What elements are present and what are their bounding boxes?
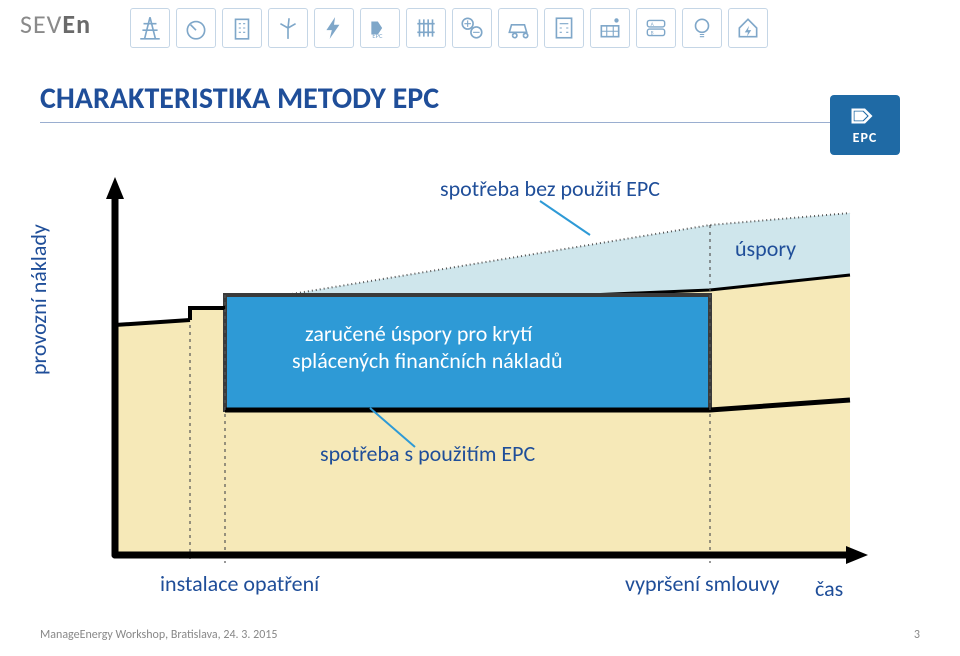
epc-badge: EPC bbox=[830, 95, 900, 155]
label-uspory: úspory bbox=[735, 235, 796, 262]
radiator-icon bbox=[406, 8, 446, 48]
svg-text:EPC: EPC bbox=[372, 32, 383, 40]
seven-logo: SEVEn bbox=[20, 8, 91, 40]
calc-icon bbox=[544, 8, 584, 48]
epc-small-icon: EPC bbox=[360, 8, 400, 48]
gauge-icon bbox=[176, 8, 216, 48]
car-icon bbox=[498, 8, 538, 48]
switch-icon: AB bbox=[636, 8, 676, 48]
logo-light: SEV bbox=[20, 8, 62, 40]
page-number: 3 bbox=[914, 628, 920, 642]
logo-bold: En bbox=[62, 8, 91, 40]
label-mid: spotřeba s použitím EPC bbox=[320, 440, 535, 467]
y-axis-label: provozní náklady bbox=[25, 224, 52, 375]
label-box-line2: splácených finančních nákladů bbox=[292, 347, 563, 374]
house-bolt-icon bbox=[728, 8, 768, 48]
svg-text:B: B bbox=[651, 31, 654, 37]
epc-badge-label: EPC bbox=[853, 129, 878, 146]
pylon-icon bbox=[130, 8, 170, 48]
label-top: spotřeba bez použití EPC bbox=[440, 175, 660, 202]
footer-text: ManageEnergy Workshop, Bratislava, 24. 3… bbox=[40, 628, 277, 642]
header-icon-strip: EPC AB bbox=[130, 8, 768, 48]
bolt-icon bbox=[314, 8, 354, 48]
x-axis-label: čas bbox=[815, 575, 843, 602]
title-rule bbox=[40, 122, 860, 123]
building-icon bbox=[222, 8, 262, 48]
plus-minus-icon bbox=[452, 8, 492, 48]
wind-icon bbox=[268, 8, 308, 48]
epc-chart: provozní náklady spotřeba bez použití EP… bbox=[70, 175, 890, 595]
label-install: instalace opatření bbox=[160, 570, 319, 597]
label-box-line1: zaručené úspory pro krytí bbox=[305, 320, 532, 347]
label-expiry: vypršení smlouvy bbox=[625, 570, 779, 597]
solar-icon bbox=[590, 8, 630, 48]
page-title: CHARAKTERISTIKA METODY EPC bbox=[40, 80, 439, 117]
bulb-icon bbox=[682, 8, 722, 48]
